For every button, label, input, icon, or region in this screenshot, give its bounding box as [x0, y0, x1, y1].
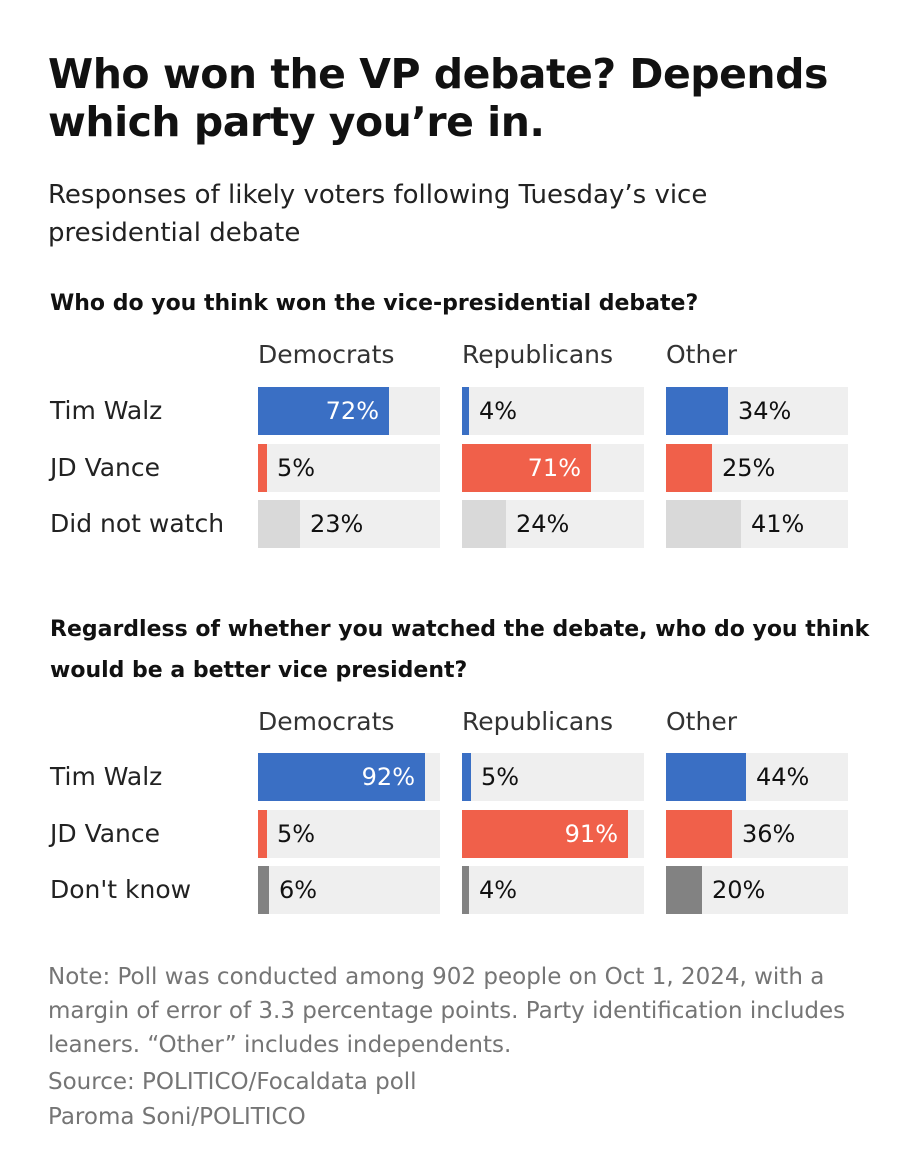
value-label: 6%	[279, 876, 318, 904]
value-label: 5%	[277, 454, 316, 482]
bar-cell-jd-vance-republicans: 91%	[462, 810, 644, 858]
bar	[666, 387, 728, 435]
bar-cell-dont-know-republicans: 4%	[462, 866, 644, 914]
bar-cell-did-not-watch-other: 41%	[666, 500, 848, 548]
col-head-republicans: Republicans	[462, 340, 614, 369]
bar	[258, 444, 267, 492]
bar-cell-dont-know-other: 20%	[666, 866, 848, 914]
value-label: 24%	[516, 510, 570, 538]
bar	[258, 810, 267, 858]
col-head-democrats: Democrats	[258, 707, 395, 736]
bar	[462, 810, 628, 858]
bar-cell-tim-walz-republicans: 4%	[462, 387, 644, 435]
value-label: 71%	[527, 454, 581, 482]
row-label-jd-vance: JD Vance	[50, 453, 161, 482]
bar-cell-tim-walz-other: 34%	[666, 387, 848, 435]
value-label: 34%	[738, 397, 792, 425]
bar-cell-tim-walz-republicans: 5%	[462, 753, 644, 801]
bar	[666, 444, 712, 492]
value-label: 72%	[325, 397, 379, 425]
bar	[258, 387, 389, 435]
value-label: 91%	[564, 820, 618, 848]
bar-cell-tim-walz-democrats: 72%	[258, 387, 440, 435]
bar	[666, 500, 741, 548]
bar-cell-jd-vance-democrats: 5%	[258, 810, 440, 858]
footnote: Note: Poll was conducted among 902 peopl…	[48, 964, 846, 1058]
bar	[258, 753, 425, 801]
bar-cell-jd-vance-other: 25%	[666, 444, 848, 492]
bar-cell-tim-walz-other: 44%	[666, 753, 848, 801]
value-label: 4%	[479, 876, 518, 904]
bar-cell-jd-vance-other: 36%	[666, 810, 848, 858]
col-head-other: Other	[666, 707, 737, 736]
value-label: 41%	[751, 510, 805, 538]
value-label: 44%	[756, 763, 810, 791]
credit-line: Paroma Soni/POLITICO	[48, 1104, 306, 1130]
value-label: 5%	[277, 820, 316, 848]
row-label-dont-know: Don't know	[50, 875, 192, 904]
row-label-tim-walz: Tim Walz	[50, 396, 163, 425]
bar	[666, 753, 746, 801]
value-label: 92%	[361, 763, 415, 791]
value-label: 5%	[481, 763, 520, 791]
bar	[258, 500, 300, 548]
row-label-did-not-watch: Did not watch	[50, 509, 225, 538]
question-2: Regardless of whether you watched the de…	[50, 617, 870, 683]
value-label: 23%	[310, 510, 364, 538]
bar	[462, 387, 469, 435]
question-1: Who do you think won the vice-presidenti…	[50, 291, 699, 316]
value-label: 20%	[712, 876, 766, 904]
col-head-other: Other	[666, 340, 737, 369]
bar	[666, 810, 732, 858]
col-head-republicans: Republicans	[462, 707, 614, 736]
value-label: 36%	[742, 820, 796, 848]
bar	[462, 500, 506, 548]
bar-cell-tim-walz-democrats: 92%	[258, 753, 440, 801]
bar-cell-jd-vance-democrats: 5%	[258, 444, 440, 492]
bar-cell-jd-vance-republicans: 71%	[462, 444, 644, 492]
chart-subtitle: Responses of likely voters following Tue…	[48, 180, 708, 248]
value-label: 4%	[479, 397, 518, 425]
bar	[462, 866, 469, 914]
col-head-democrats: Democrats	[258, 340, 395, 369]
chart-title: Who won the VP debate? Depends which par…	[48, 50, 828, 146]
source-line: Source: POLITICO/Focaldata poll	[48, 1069, 417, 1095]
value-label: 25%	[722, 454, 776, 482]
bar-cell-did-not-watch-democrats: 23%	[258, 500, 440, 548]
bar-cell-did-not-watch-republicans: 24%	[462, 500, 644, 548]
row-label-jd-vance: JD Vance	[50, 819, 161, 848]
bar	[666, 866, 702, 914]
bar	[258, 866, 269, 914]
bar	[462, 444, 591, 492]
bar-cell-dont-know-democrats: 6%	[258, 866, 440, 914]
bar	[462, 753, 471, 801]
row-label-tim-walz: Tim Walz	[50, 762, 163, 791]
